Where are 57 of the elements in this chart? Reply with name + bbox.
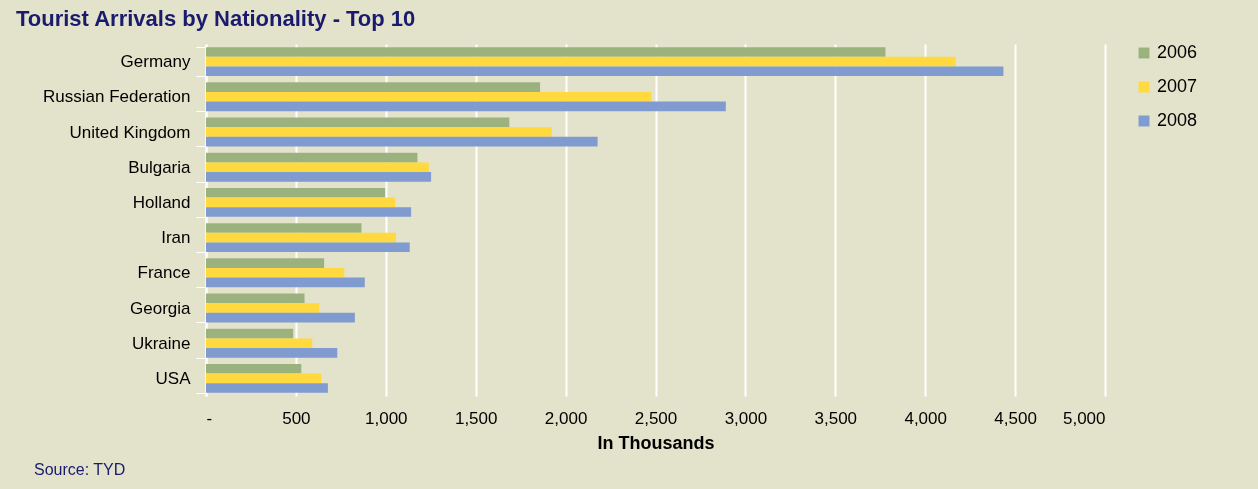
bar — [206, 91, 652, 102]
x-tick-label: 1,500 — [454, 408, 498, 428]
x-tick-label: 4,000 — [904, 408, 947, 428]
bar — [206, 267, 345, 278]
bar — [206, 47, 886, 57]
x-tick-label: 500 — [282, 408, 311, 428]
bar — [206, 277, 365, 288]
bar — [206, 136, 598, 147]
bar — [206, 312, 355, 323]
x-tick-label: 2,000 — [544, 408, 588, 428]
x-tick-label: 3,500 — [814, 408, 858, 428]
bar — [206, 223, 362, 233]
bar — [206, 66, 1004, 77]
bar — [206, 207, 412, 217]
y-tick-label: United Kingdom — [69, 122, 191, 142]
bar — [206, 328, 294, 339]
legend-label: 2008 — [1157, 110, 1198, 130]
bar — [206, 242, 410, 253]
y-tick-label: France — [137, 263, 191, 283]
bar — [206, 373, 322, 384]
bar — [206, 101, 726, 112]
y-tick-label: Iran — [161, 228, 191, 248]
x-tick-label: 3,000 — [724, 408, 768, 428]
bar — [206, 303, 320, 313]
bar — [206, 187, 386, 198]
bar — [206, 338, 313, 349]
x-tick-label: 1,000 — [365, 408, 408, 428]
y-tick-label: Russian Federation — [43, 87, 191, 107]
bar — [206, 293, 305, 304]
y-tick-label: Ukraine — [131, 333, 191, 353]
x-tick-label: 2,500 — [634, 408, 678, 428]
x-tick-label: - — [206, 408, 213, 428]
bar — [206, 82, 541, 92]
bar — [206, 348, 338, 358]
source-note: Source: TYD — [34, 461, 126, 479]
bar — [206, 232, 397, 243]
bar — [206, 56, 956, 67]
bar — [206, 172, 432, 182]
bar — [206, 127, 552, 137]
x-axis-title: In Thousands — [597, 432, 715, 453]
legend-label: 2006 — [1157, 42, 1198, 62]
y-tick-label: Bulgaria — [128, 157, 192, 177]
bar — [206, 363, 302, 374]
legend-label: 2007 — [1157, 76, 1198, 96]
bar — [206, 258, 325, 268]
y-tick-label: USA — [155, 368, 192, 388]
x-tick-label: 5,000 — [1062, 408, 1106, 428]
chart-title: Tourist Arrivals by Nationality - Top 10 — [16, 6, 416, 31]
bar — [206, 117, 510, 128]
x-tick-label: 4,500 — [994, 408, 1037, 428]
y-tick-label: Georgia — [130, 298, 192, 318]
bar — [206, 152, 418, 163]
y-tick-label: Germany — [120, 52, 191, 72]
bar — [206, 197, 396, 208]
y-tick-label: Holland — [132, 192, 191, 212]
bar — [206, 162, 429, 173]
bar — [206, 383, 328, 393]
